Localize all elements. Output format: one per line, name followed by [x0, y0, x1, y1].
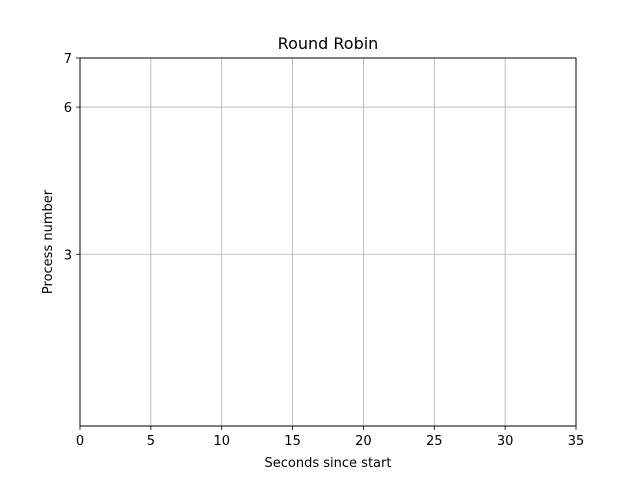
y-tick-label: 7 [64, 52, 72, 67]
x-tick-label: 15 [284, 434, 301, 449]
y-axis-label: Process number [41, 189, 56, 294]
plot-area [79, 57, 577, 427]
x-axis-label: Seconds since start [265, 456, 392, 471]
chart-title: Round Robin [278, 34, 379, 53]
x-tick-label: 30 [497, 434, 514, 449]
axis-ticks: 0 5 10 15 20 25 30 35 3 6 7 [64, 52, 585, 449]
x-tick-label: 20 [355, 434, 372, 449]
x-tick-label: 0 [76, 434, 84, 449]
x-tick-label: 25 [426, 434, 443, 449]
y-tick-label: 3 [64, 248, 72, 263]
x-tick-label: 5 [147, 434, 155, 449]
x-tick-label: 35 [568, 434, 585, 449]
y-tick-label: 6 [64, 101, 72, 116]
x-tick-label: 10 [213, 434, 230, 449]
